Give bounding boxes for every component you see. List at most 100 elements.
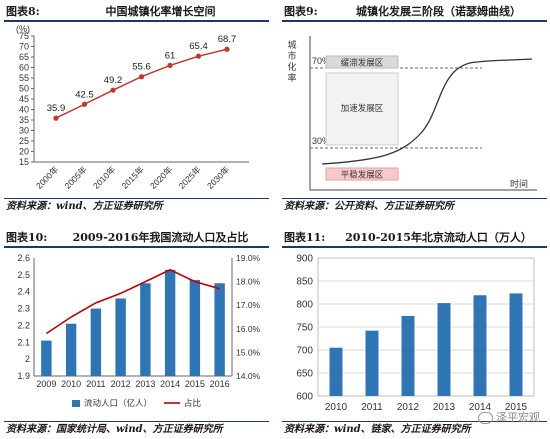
y-right-tick-label: 16.0% bbox=[236, 324, 261, 334]
data-point bbox=[138, 74, 145, 80]
bar bbox=[509, 293, 523, 396]
data-point bbox=[195, 53, 202, 59]
data-point bbox=[110, 87, 116, 93]
y-tick-label: 700 bbox=[296, 346, 313, 357]
data-label: 65.4 bbox=[189, 41, 208, 52]
floating-population-combo-chart: 1.9 2 2.1 2.2 2.3 2.4 2.5 2.6 14.0% 15.0% 16.0% 17.… bbox=[17, 253, 261, 408]
y-right-tick-label: 14.0% bbox=[236, 371, 261, 381]
y-tick-label: 25 bbox=[19, 136, 29, 146]
x-tick-label: 2015 bbox=[505, 402, 528, 413]
panel-beijing-floating-population: 图表11: 2010-2015年北京流动人口（万人） 600 650 700 750 8… bbox=[282, 228, 547, 438]
x-tick-label: 2005年 bbox=[62, 164, 89, 191]
data-label: 55.6 bbox=[132, 62, 151, 73]
y-tick-label: 30 bbox=[19, 126, 29, 136]
bar bbox=[214, 283, 225, 376]
wechat-icon bbox=[478, 412, 493, 424]
x-tick-label: 2015 bbox=[185, 379, 205, 389]
figure-header: 图表8: 中国城镇化率增长空间 bbox=[4, 2, 269, 22]
y-right-tick-label: 15.0% bbox=[236, 347, 261, 357]
x-tick-label: 2009 bbox=[36, 379, 56, 389]
y-axis-label-char: 率 bbox=[287, 72, 296, 83]
y-left-tick-label: 2.1 bbox=[17, 337, 30, 347]
bar bbox=[140, 283, 151, 376]
x-tick-label: 2025年 bbox=[176, 164, 203, 191]
x-tick-label: 2013 bbox=[433, 402, 456, 413]
x-tick-label: 2012 bbox=[397, 402, 420, 413]
y-left-tick-label: 2.4 bbox=[17, 287, 30, 297]
figure-title: 城镇化发展三阶段（诺瑟姆曲线） bbox=[356, 5, 521, 18]
data-point bbox=[53, 115, 59, 121]
y-left-tick-label: 2 bbox=[25, 354, 30, 364]
y-axis-unit: (%) bbox=[16, 24, 30, 34]
bar bbox=[473, 295, 487, 396]
data-point bbox=[224, 46, 230, 52]
x-tick-label: 2015年 bbox=[119, 164, 146, 191]
y-tick-label: 800 bbox=[296, 300, 313, 311]
y-tick-label: 60 bbox=[19, 63, 29, 73]
figure-header: 图表11: 2010-2015年北京流动人口（万人） bbox=[282, 228, 547, 248]
bar bbox=[90, 308, 102, 376]
watermark-text: 泽平宏观 bbox=[496, 411, 540, 424]
x-tick-label: 2000年 bbox=[34, 164, 61, 191]
y-left-tick-label: 2.3 bbox=[17, 304, 30, 314]
x-tick-label: 2011 bbox=[361, 402, 383, 413]
bar bbox=[41, 340, 52, 376]
x-tick-label: 2014 bbox=[469, 402, 492, 413]
series-line bbox=[45, 268, 220, 335]
legend-swatch-bar bbox=[72, 400, 80, 407]
beijing-floating-population-bar-chart: 600 650 700 750 800 850 900 2010 2011 2012 2013 201… bbox=[296, 254, 535, 413]
y-tick-label: 40 bbox=[19, 105, 29, 115]
bar bbox=[189, 279, 201, 376]
data-label: 68.7 bbox=[218, 34, 237, 45]
x-tick-label: 2012 bbox=[111, 379, 131, 389]
pct-70-label: 70% bbox=[312, 56, 330, 66]
legend-label-line: 占比 bbox=[184, 398, 201, 408]
y-left-tick-label: 2.5 bbox=[17, 270, 30, 280]
x-tick-label: 2014 bbox=[160, 379, 180, 389]
x-tick-label: 2010 bbox=[325, 402, 348, 413]
y-tick-label: 45 bbox=[19, 94, 29, 104]
y-tick-label: 650 bbox=[296, 369, 313, 380]
y-tick-label: 35 bbox=[19, 115, 29, 125]
stage-label-top: 缓滞发展区 bbox=[341, 58, 384, 68]
figure-source: 资料来源：公开资料、方正证券研究所 bbox=[282, 198, 547, 215]
bar bbox=[329, 347, 343, 396]
y-tick-label: 50 bbox=[19, 84, 29, 94]
figure-source: 资料来源：国家统计局、wind、方正证券研究所 bbox=[4, 421, 269, 438]
data-point bbox=[167, 62, 173, 68]
x-tick-label: 2020年 bbox=[148, 164, 175, 191]
figure-title: 中国城镇化率增长空间 bbox=[105, 5, 216, 18]
x-tick-label: 2030年 bbox=[205, 164, 232, 191]
figure-source: 资料来源：wind、链家、方正证券研究所 bbox=[282, 421, 547, 438]
y-tick-label: 70 bbox=[19, 42, 29, 52]
figure-title: 2010-2015年北京流动人口（万人） bbox=[345, 231, 532, 244]
figure-number: 图表11: bbox=[284, 231, 326, 244]
figure-number: 图表10: bbox=[6, 231, 48, 244]
bar bbox=[164, 269, 176, 376]
x-tick-label: 2016 bbox=[210, 379, 230, 389]
y-axis-label-char: 城 bbox=[287, 40, 296, 50]
panel-urbanization-rate: 图表8: 中国城镇化率增长空间 (%) 15 20 25 30 35 40 45 50 55 60 6… bbox=[4, 2, 269, 214]
stage-label-mid: 加速发展区 bbox=[341, 103, 384, 113]
stage-label-low: 平稳发展区 bbox=[341, 170, 384, 180]
bar bbox=[401, 315, 415, 396]
watermark: 泽平宏观 bbox=[478, 409, 540, 425]
y-tick-label: 65 bbox=[19, 52, 29, 62]
y-tick-label: 600 bbox=[296, 392, 313, 403]
data-label: 42.5 bbox=[75, 89, 94, 100]
y-right-tick-label: 18.0% bbox=[236, 277, 261, 287]
bar bbox=[115, 298, 126, 376]
stage-box-low bbox=[325, 167, 399, 181]
x-tick-label: 2013 bbox=[135, 379, 155, 389]
y-tick-label: 15 bbox=[19, 157, 29, 167]
y-tick-label: 750 bbox=[296, 323, 313, 334]
y-left-tick-label: 1.9 bbox=[17, 371, 30, 381]
legend-label-bar: 流动人口（亿人） bbox=[84, 398, 152, 408]
y-left-tick-label: 2.2 bbox=[17, 320, 30, 330]
x-axis-label: 时间 bbox=[510, 178, 528, 189]
y-tick-label: 20 bbox=[19, 147, 29, 157]
bar bbox=[365, 330, 379, 396]
pct-30-label: 30% bbox=[312, 136, 330, 146]
y-axis-label-char: 化 bbox=[287, 61, 296, 72]
